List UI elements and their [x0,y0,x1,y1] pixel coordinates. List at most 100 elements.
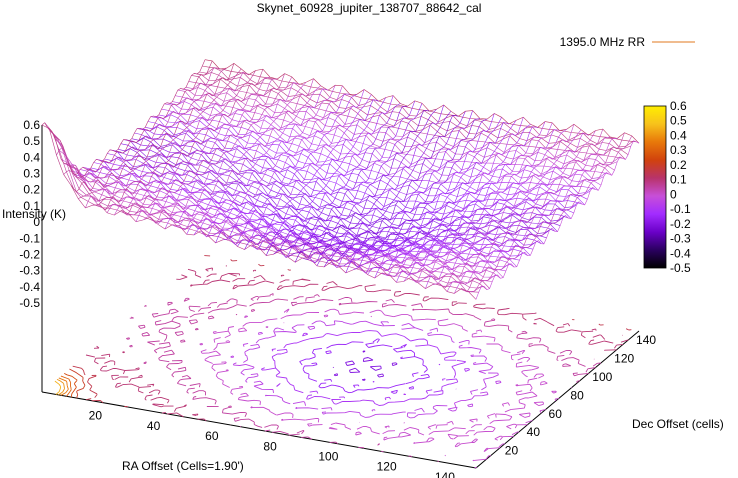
x-tick-label: 40 [147,419,161,433]
colorbar-tick-label: -0.2 [670,217,691,231]
x-tick-label: 140 [435,470,455,478]
mesh-line [41,59,206,175]
mesh-line [128,76,293,216]
mesh-line [186,93,350,235]
colorbar: 0.60.50.40.30.20.10-0.1-0.2-0.3-0.4-0.5 [643,99,691,275]
colorbar-tick-label: -0.1 [670,202,691,216]
mesh-line [244,105,408,250]
mesh-line [200,89,365,238]
z-tick-label: 0.1 [23,199,40,213]
mesh-line [63,67,227,183]
mesh-line [164,88,329,230]
contour-line [230,320,502,419]
mesh-line [432,130,596,285]
contour-line [299,338,441,394]
contour-line [58,377,69,396]
z-tick-label: 0.3 [23,167,40,181]
mesh-line [99,69,264,211]
y-axis-line [475,330,640,469]
mesh-line [417,129,582,284]
mesh-line [175,95,610,175]
contour-line [69,368,86,399]
x-tick-label: 20 [89,409,103,423]
colorbar-tick-label: 0.4 [670,128,687,142]
x-tick-label: 100 [318,449,338,463]
mesh-line [338,117,502,267]
mesh-line [135,82,300,222]
x-tick-label: 60 [205,429,219,443]
mesh-line [114,78,278,216]
mesh-line [191,75,626,160]
mesh-line [461,132,625,293]
x-axis-line [41,391,477,469]
z-tick-label: 0 [33,215,40,229]
mesh-line [352,120,517,271]
z-tick-label: 0.4 [23,150,40,164]
mesh-line [446,136,611,292]
contour-line [199,308,572,469]
mesh-line [229,95,394,246]
y-tick-label: 60 [549,407,563,421]
mesh-line [121,73,285,216]
mesh-line [331,113,495,268]
z-tick-label: -0.1 [19,231,40,245]
z-axis-label: Intensity (K) [2,207,66,221]
mesh-line [294,115,459,263]
axes [41,125,640,469]
z-tick-label: -0.4 [19,280,40,294]
mesh-line [273,108,437,255]
z-tick-label: -0.5 [19,296,40,310]
x-axis-label: RA Offset (Cells=1.90') [122,459,244,473]
y-tick-label: 40 [527,425,541,439]
mesh-line [85,71,249,209]
contour-line [72,255,632,408]
mesh-line [439,128,604,288]
mesh-line [265,110,430,256]
mesh-line [302,111,466,260]
contour-line [332,350,398,381]
legend-label: 1395.0 MHz RR [560,35,646,49]
mesh-line [70,63,235,193]
y-axis-label: Dec Offset (cells) [632,417,724,431]
mesh-line [52,132,488,290]
mesh-line [158,111,593,194]
z-tick-label: 0.2 [23,183,40,197]
colorbar-tick-label: 0.6 [670,99,687,113]
mesh-line [251,100,416,250]
z-tick-label: 0.5 [23,134,40,148]
mesh-line [193,94,358,236]
mesh-line [468,135,633,293]
mesh-line [78,68,242,199]
colorbar-tick-label: -0.5 [670,261,691,275]
mesh-line [287,111,452,258]
tick-labels: 0.6 0.5 0.4 0.3 0.2 0.1 0 -0.1 -0.2 -0.3 -0.4 -0.5 2… [19,118,656,478]
mesh-line [454,138,618,294]
contour-line [60,375,72,397]
surface-mesh [41,59,640,300]
mesh-line [323,118,488,268]
mesh-line [88,166,523,260]
mesh-line [258,103,423,251]
mesh-line [157,85,321,225]
mesh-line [425,132,589,289]
y-tick-label: 120 [614,352,634,366]
mesh-line [309,110,473,264]
mesh-line [475,140,640,300]
colorbar-gradient [643,105,667,269]
mesh-line [150,78,314,224]
mesh-line [92,70,256,206]
mesh-line [237,103,401,247]
mesh-line [280,104,444,258]
contour-line [63,373,78,398]
colorbar-tick-label: 0.3 [670,143,687,157]
mesh-line [143,81,307,221]
mesh-line [172,85,336,228]
legend: 1395.0 MHz RR [560,35,695,49]
colorbar-tick-label: 0 [670,187,677,201]
y-tick-label: 20 [505,444,519,458]
y-tick-label: 140 [636,333,656,347]
mesh-line [389,122,553,278]
colorbar-tick-label: -0.4 [670,246,691,260]
contour-line [54,380,61,395]
